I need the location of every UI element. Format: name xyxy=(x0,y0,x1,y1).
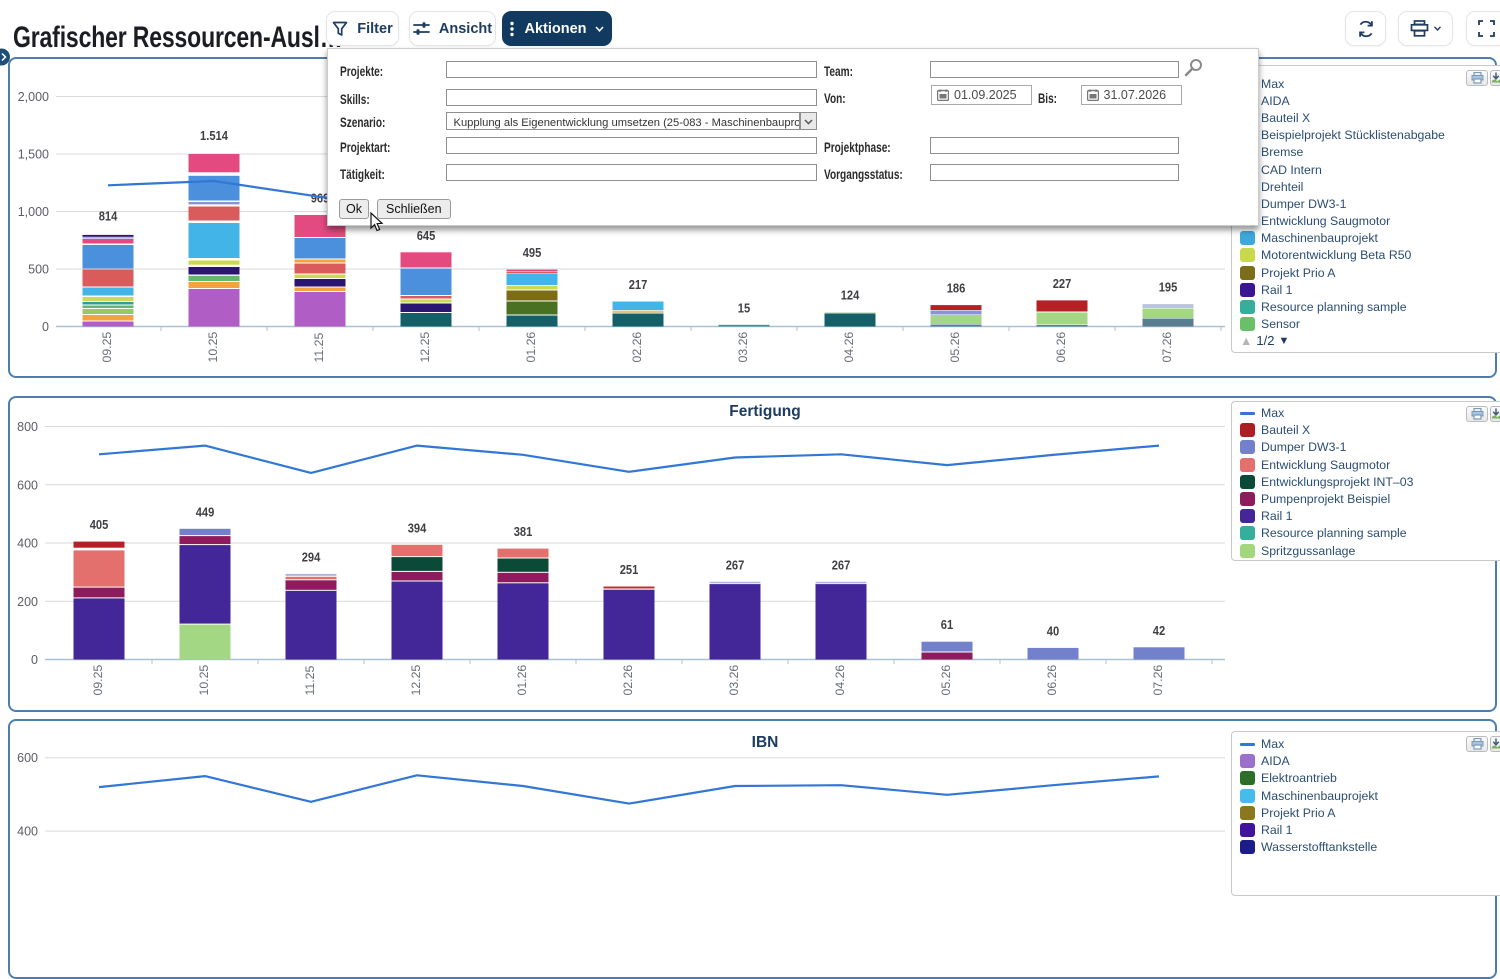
svg-text:251: 251 xyxy=(620,562,639,577)
svg-text:06.26: 06.26 xyxy=(1054,332,1068,363)
svg-text:800: 800 xyxy=(17,420,38,434)
svg-text:645: 645 xyxy=(417,228,436,243)
svg-text:09.25: 09.25 xyxy=(100,332,114,363)
svg-text:04.26: 04.26 xyxy=(833,665,847,696)
svg-text:03.26: 03.26 xyxy=(736,332,750,363)
svg-text:05.26: 05.26 xyxy=(939,665,953,696)
svg-text:267: 267 xyxy=(726,557,745,572)
svg-text:449: 449 xyxy=(196,504,215,519)
svg-text:186: 186 xyxy=(947,281,966,296)
svg-text:381: 381 xyxy=(514,524,533,539)
svg-text:500: 500 xyxy=(28,263,49,277)
svg-text:01.26: 01.26 xyxy=(515,665,529,696)
svg-text:267: 267 xyxy=(832,557,851,572)
svg-text:969: 969 xyxy=(311,191,330,206)
svg-text:200: 200 xyxy=(17,595,38,609)
svg-text:227: 227 xyxy=(1053,276,1072,291)
svg-text:814: 814 xyxy=(99,208,118,223)
svg-text:42: 42 xyxy=(1153,623,1165,638)
svg-text:06.26: 06.26 xyxy=(1045,665,1059,696)
svg-text:400: 400 xyxy=(17,537,38,551)
svg-text:03.26: 03.26 xyxy=(727,665,741,696)
svg-text:12.25: 12.25 xyxy=(418,332,432,363)
svg-text:10.25: 10.25 xyxy=(206,332,220,363)
svg-text:1,500: 1,500 xyxy=(18,148,49,162)
svg-text:07.26: 07.26 xyxy=(1160,332,1174,363)
svg-text:11.25: 11.25 xyxy=(303,665,317,695)
svg-text:124: 124 xyxy=(841,288,860,303)
svg-text:195: 195 xyxy=(1159,280,1178,295)
svg-text:400: 400 xyxy=(17,825,38,839)
svg-text:217: 217 xyxy=(629,277,648,292)
svg-text:04.26: 04.26 xyxy=(842,332,856,363)
svg-text:2,000: 2,000 xyxy=(18,90,49,104)
svg-text:61: 61 xyxy=(941,617,953,632)
svg-text:01.26: 01.26 xyxy=(524,332,538,363)
svg-text:05.26: 05.26 xyxy=(948,332,962,363)
svg-text:1.514: 1.514 xyxy=(200,128,229,143)
svg-text:12.25: 12.25 xyxy=(409,665,423,696)
svg-text:394: 394 xyxy=(408,520,427,535)
svg-text:10.25: 10.25 xyxy=(197,665,211,696)
svg-text:09.25: 09.25 xyxy=(91,665,105,696)
svg-text:15: 15 xyxy=(738,300,750,315)
svg-text:0: 0 xyxy=(42,320,49,334)
svg-text:11.25: 11.25 xyxy=(312,332,326,362)
svg-text:1,000: 1,000 xyxy=(18,205,49,219)
svg-text:495: 495 xyxy=(523,245,542,260)
svg-text:405: 405 xyxy=(90,517,109,532)
svg-text:294: 294 xyxy=(302,549,321,564)
svg-text:07.26: 07.26 xyxy=(1151,665,1165,696)
svg-text:02.26: 02.26 xyxy=(630,332,644,363)
svg-text:0: 0 xyxy=(31,653,38,667)
svg-text:600: 600 xyxy=(17,478,38,492)
svg-text:02.26: 02.26 xyxy=(621,665,635,696)
svg-text:40: 40 xyxy=(1047,623,1059,638)
svg-text:600: 600 xyxy=(17,751,38,765)
